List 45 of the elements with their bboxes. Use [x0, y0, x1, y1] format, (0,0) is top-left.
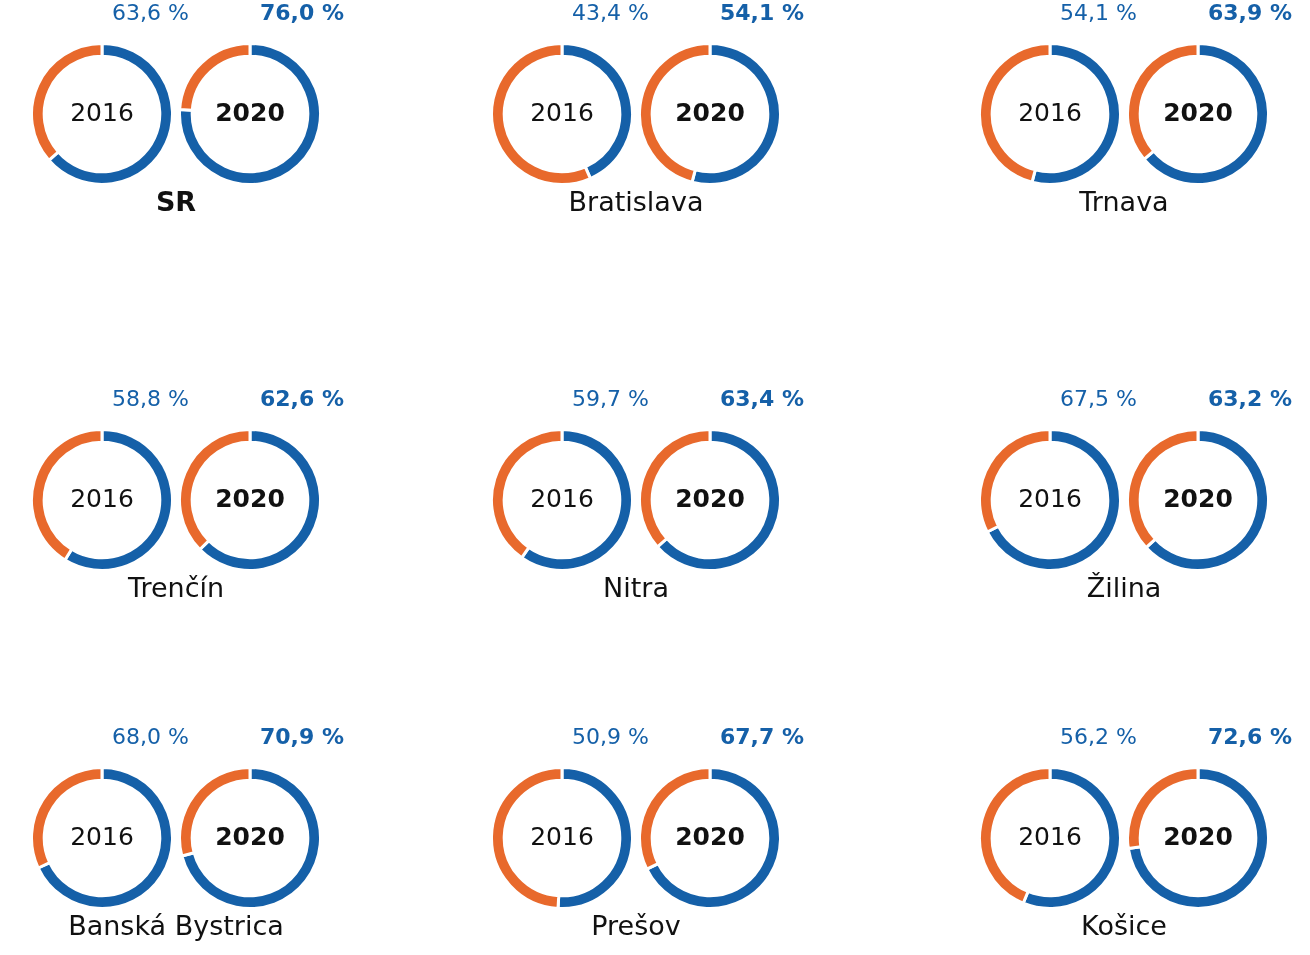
text: 2020: [1163, 97, 1233, 127]
data-label: 43,4 %: [572, 0, 649, 25]
text: 2020: [215, 483, 285, 513]
data-label: 54,1 %: [1060, 0, 1137, 25]
data-label: 63,4 %: [720, 386, 804, 411]
text: 2020: [215, 821, 285, 851]
data-label: 56,2 %: [1060, 724, 1137, 749]
data-label: 62,6 %: [260, 386, 344, 411]
text: 2020: [675, 483, 745, 513]
text: 2020: [1163, 483, 1233, 513]
data-label: 63,9 %: [1208, 0, 1292, 25]
text: 2020: [675, 821, 745, 851]
text: Trenčín: [126, 572, 226, 603]
data-label: 50,9 %: [572, 724, 649, 749]
text: SR: [154, 186, 198, 217]
text: 2016: [530, 821, 594, 851]
text: 2016: [530, 483, 594, 513]
data-label: 59,7 %: [572, 386, 649, 411]
text: 2016: [1018, 483, 1082, 513]
text: Nitra: [602, 572, 670, 603]
data-label: 67,7 %: [720, 724, 804, 749]
text: Trnava: [1078, 186, 1170, 217]
data-label: 63,2 %: [1208, 386, 1292, 411]
data-label: 76,0 %: [260, 0, 344, 25]
text: 2016: [70, 483, 134, 513]
data-label: 54,1 %: [720, 0, 804, 25]
text: 2016: [70, 821, 134, 851]
data-label: 70,9 %: [260, 724, 344, 749]
text: Banská Bystrica: [67, 910, 285, 941]
text: 2020: [675, 97, 745, 127]
data-label: 72,6 %: [1208, 724, 1292, 749]
text: 2016: [1018, 821, 1082, 851]
data-label: 63,6 %: [112, 0, 189, 25]
data-label: 68,0 %: [112, 724, 189, 749]
data-label: 67,5 %: [1060, 386, 1137, 411]
text: 2016: [530, 97, 594, 127]
text: Košice: [1080, 910, 1168, 941]
text: Bratislava: [567, 186, 705, 217]
text: 2016: [1018, 97, 1082, 127]
text: Žilina: [1085, 572, 1163, 603]
text: 2016: [70, 97, 134, 127]
text: 2020: [215, 97, 285, 127]
text: Prešov: [590, 910, 682, 941]
text: 2020: [1163, 821, 1233, 851]
data-label: 58,8 %: [112, 386, 189, 411]
